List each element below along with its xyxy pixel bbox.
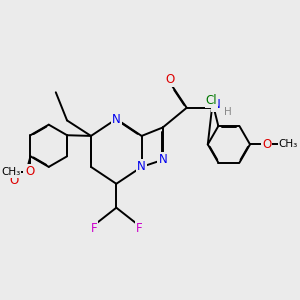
Text: O: O bbox=[9, 174, 18, 187]
Text: O: O bbox=[262, 138, 272, 151]
Text: N: N bbox=[112, 112, 121, 125]
Text: H: H bbox=[224, 107, 231, 117]
Text: O: O bbox=[165, 73, 174, 86]
Text: N: N bbox=[212, 98, 220, 112]
Text: CH₃: CH₃ bbox=[278, 140, 298, 149]
Text: N: N bbox=[158, 153, 167, 167]
Text: F: F bbox=[136, 222, 142, 235]
Text: F: F bbox=[91, 222, 97, 235]
Text: Cl: Cl bbox=[206, 94, 217, 107]
Text: CH₃: CH₃ bbox=[1, 167, 20, 177]
Text: O: O bbox=[24, 165, 34, 178]
Text: N: N bbox=[137, 160, 146, 173]
Text: O: O bbox=[26, 165, 35, 178]
